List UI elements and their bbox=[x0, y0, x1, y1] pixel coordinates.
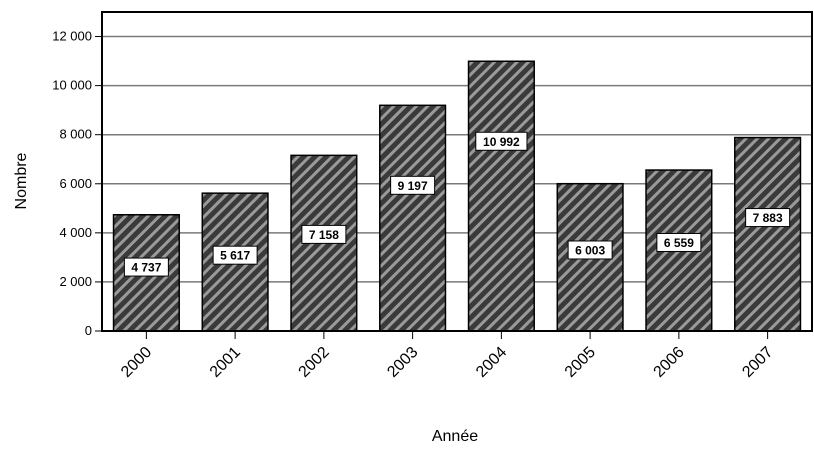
x-tick-label: 2002 bbox=[296, 344, 333, 381]
bar-2003 bbox=[379, 104, 447, 332]
data-label: 6 559 bbox=[664, 236, 694, 250]
data-label-box bbox=[123, 257, 169, 277]
data-label-box bbox=[745, 208, 791, 228]
x-tick-label: 2000 bbox=[118, 344, 155, 381]
y-tick-label: 0 bbox=[85, 323, 92, 338]
data-label-box bbox=[656, 232, 702, 252]
x-axis-title: Année bbox=[432, 428, 478, 445]
y-tick-label: 6 000 bbox=[59, 176, 92, 191]
data-label: 5 617 bbox=[220, 249, 250, 263]
data-label: 10 992 bbox=[483, 135, 520, 149]
bar-2007 bbox=[734, 136, 802, 332]
y-tick-label: 2 000 bbox=[59, 274, 92, 289]
x-tick-label: 2006 bbox=[651, 344, 688, 381]
bars bbox=[112, 60, 802, 332]
data-label: 4 737 bbox=[131, 261, 161, 275]
data-label-box bbox=[212, 245, 258, 265]
data-label: 7 883 bbox=[753, 211, 783, 225]
data-labels: 4 737 5 617 7 158 9 197 10 992 6 003 6 559 7 88… bbox=[123, 131, 791, 277]
x-tick-label: 2004 bbox=[473, 344, 510, 381]
y-tick-label: 12 000 bbox=[52, 29, 92, 44]
y-axis-title: Nombre bbox=[13, 152, 30, 209]
data-label-box bbox=[567, 240, 613, 260]
plot-frame bbox=[101, 11, 813, 332]
data-label-box bbox=[301, 224, 347, 244]
y-tick-label: 4 000 bbox=[59, 225, 92, 240]
x-tick-label: 2007 bbox=[739, 344, 776, 381]
x-tick-label: 2003 bbox=[384, 344, 421, 381]
data-label-box bbox=[390, 175, 436, 195]
data-label: 6 003 bbox=[575, 243, 605, 257]
data-label: 7 158 bbox=[309, 228, 339, 242]
bar-2004 bbox=[467, 60, 535, 332]
data-label-box bbox=[475, 131, 528, 151]
x-tick-label: 2005 bbox=[562, 344, 599, 381]
y-tick-label: 8 000 bbox=[59, 127, 92, 142]
y-tick-label: 10 000 bbox=[52, 78, 92, 93]
x-tick-label: 2001 bbox=[207, 344, 244, 381]
data-label: 9 197 bbox=[398, 179, 428, 193]
